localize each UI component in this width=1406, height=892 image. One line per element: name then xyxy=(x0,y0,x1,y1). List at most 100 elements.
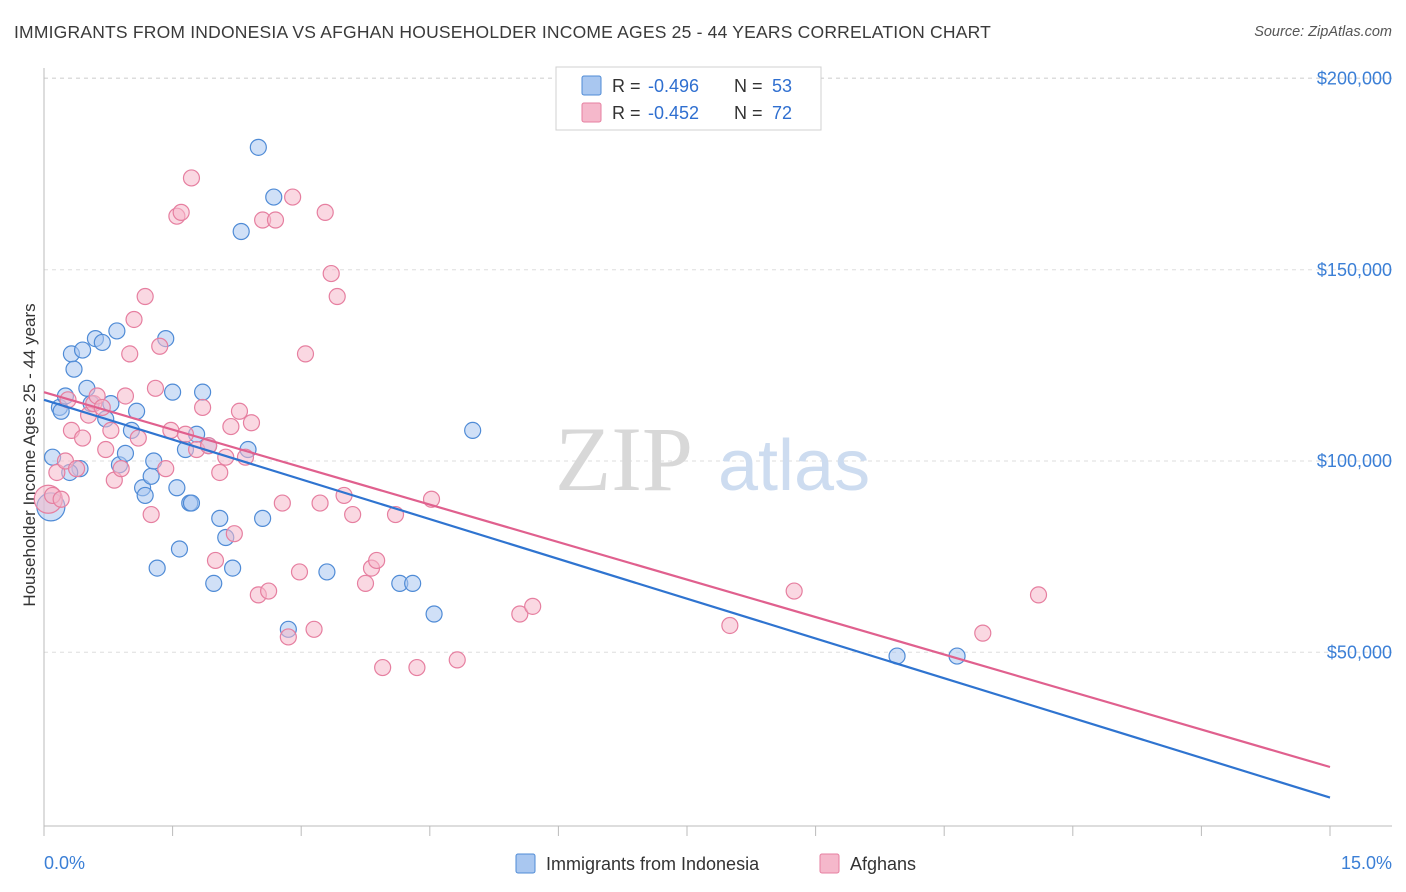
afghan-point xyxy=(1029,586,1048,604)
afghan-point xyxy=(102,421,120,439)
indonesia-point xyxy=(145,452,163,470)
series-afghan-points xyxy=(33,169,1048,677)
indonesia-point xyxy=(148,559,166,577)
indonesia-trend-line xyxy=(43,398,1331,799)
y-tick-label-1: $100,000 xyxy=(1317,451,1392,471)
afghan-point xyxy=(125,310,143,329)
legend-label-afghan: Afghans xyxy=(850,854,916,874)
afghan-point xyxy=(217,448,235,466)
y-tick-label-2: $150,000 xyxy=(1317,260,1392,280)
afghan-point xyxy=(279,628,297,646)
stats-n-value-2: 72 xyxy=(772,103,792,123)
chart-title: IMMIGRANTS FROM INDONESIA VS AFGHAN HOUS… xyxy=(14,22,991,42)
indonesia-point xyxy=(249,138,267,156)
chart-source: Source: ZipAtlas.com xyxy=(1254,24,1392,40)
afghan-point xyxy=(194,398,212,417)
afghan-point xyxy=(273,494,291,512)
afghan-point xyxy=(260,582,278,600)
afghan-point xyxy=(368,551,386,570)
indonesia-point xyxy=(93,333,111,352)
afghan-point xyxy=(136,287,154,306)
afghan-point xyxy=(511,605,529,623)
indonesia-point xyxy=(65,360,83,378)
x-axis-ticks xyxy=(43,826,1331,836)
stats-r-label-2: R = xyxy=(612,103,641,123)
indonesia-point xyxy=(116,444,135,462)
stats-n-label-2: N = xyxy=(734,103,763,123)
afghan-point xyxy=(222,417,240,436)
afghan-point xyxy=(97,440,115,459)
afghan-point xyxy=(242,414,261,432)
stats-r-value-2: -0.452 xyxy=(648,103,699,123)
indonesia-point xyxy=(404,574,422,593)
afghan-point xyxy=(316,203,334,221)
afghan-point xyxy=(48,463,66,482)
afghan-point xyxy=(142,505,160,524)
afghan-point xyxy=(448,651,466,669)
trend-lines xyxy=(43,391,1331,799)
afghan-point xyxy=(305,620,323,638)
afghan-point xyxy=(524,597,542,615)
afghan-point xyxy=(225,525,243,543)
afghan-point xyxy=(182,169,201,187)
indonesia-point xyxy=(73,341,92,359)
watermark-zip: ZIP xyxy=(555,408,693,510)
indonesia-point xyxy=(168,479,186,497)
afghan-point xyxy=(374,658,392,677)
indonesia-point xyxy=(224,559,242,577)
afghan-point xyxy=(172,203,190,221)
indonesia-point xyxy=(318,563,336,581)
indonesia-point xyxy=(164,383,182,401)
legend-label-indonesia: Immigrants from Indonesia xyxy=(546,854,760,874)
afghan-point xyxy=(356,574,375,593)
stats-n-value-1: 53 xyxy=(772,76,792,96)
indonesia-point xyxy=(142,467,160,485)
afghan-point xyxy=(73,429,92,447)
indonesia-point xyxy=(136,486,154,505)
stats-r-value-1: -0.496 xyxy=(648,76,699,96)
indonesia-point xyxy=(211,509,229,527)
indonesia-point xyxy=(254,509,272,527)
y-tick-label-0: $50,000 xyxy=(1327,642,1392,662)
afghan-point xyxy=(408,658,426,677)
legend-swatch-indonesia xyxy=(515,853,536,874)
stats-legend-swatch-afghan xyxy=(581,102,602,123)
indonesia-point xyxy=(194,383,212,401)
stats-legend: R = -0.496 N = 53 R = -0.452 N = 72 xyxy=(555,66,822,131)
afghan-point xyxy=(67,460,86,478)
x-tick-label-max: 15.0% xyxy=(1341,853,1392,873)
afghan-trend-line xyxy=(43,391,1331,769)
afghan-point xyxy=(721,616,739,635)
indonesia-point xyxy=(170,540,189,558)
y-axis-title: Householder Income Ages 25 - 44 years xyxy=(20,303,39,606)
afghan-point xyxy=(344,505,362,524)
stats-n-label-1: N = xyxy=(734,76,763,96)
y-tick-label-3: $200,000 xyxy=(1317,69,1392,89)
stats-legend-swatch-indonesia xyxy=(581,75,602,96)
x-tick-label-min: 0.0% xyxy=(44,853,85,873)
indonesia-point xyxy=(232,222,250,241)
indonesia-point xyxy=(464,421,482,439)
indonesia-point xyxy=(108,322,126,340)
afghan-point xyxy=(785,582,803,600)
afghan-point xyxy=(311,494,329,512)
afghan-point xyxy=(290,563,309,581)
afghan-point xyxy=(52,490,70,508)
afghan-point xyxy=(328,287,346,306)
indonesia-point xyxy=(205,574,223,593)
afghan-point xyxy=(112,460,130,478)
afghan-point xyxy=(974,624,992,642)
afghan-point xyxy=(151,337,169,355)
afghan-point xyxy=(296,345,315,363)
y-axis-tick-labels: $50,000 $100,000 $150,000 $200,000 xyxy=(1317,69,1392,663)
afghan-point xyxy=(146,379,165,397)
afghan-point xyxy=(157,460,175,478)
afghan-point xyxy=(116,387,135,405)
watermark-atlas: atlas xyxy=(718,426,870,506)
afghan-point xyxy=(206,551,225,570)
afghan-point xyxy=(284,188,302,206)
indonesia-point xyxy=(182,494,201,512)
indonesia-point xyxy=(265,188,283,206)
indonesia-point xyxy=(425,605,443,623)
